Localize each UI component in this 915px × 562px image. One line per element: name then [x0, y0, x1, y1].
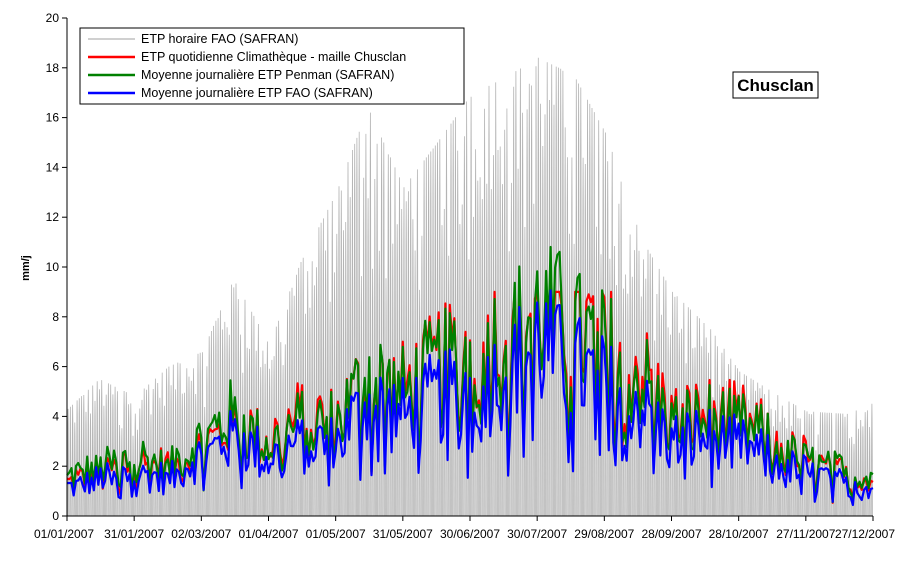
x-tick-label: 27/12/2007 — [835, 527, 895, 541]
x-tick-label: 02/03/2007 — [171, 527, 231, 541]
y-tick-label: 8 — [52, 310, 59, 324]
x-tick-label: 01/01/2007 — [34, 527, 94, 541]
y-tick-label: 16 — [46, 111, 60, 125]
site-annotation-frame — [732, 71, 819, 99]
y-tick-label: 4 — [52, 409, 59, 423]
y-tick-label: 2 — [52, 459, 59, 473]
series-line-fao — [66, 289, 874, 507]
x-tick-label: 01/05/2007 — [306, 527, 366, 541]
site-label: Chusclan — [737, 76, 814, 95]
x-tick-label: 31/05/2007 — [373, 527, 433, 541]
legend-frame — [79, 27, 465, 105]
x-tick-label: 01/04/2007 — [238, 527, 298, 541]
y-tick-label: 10 — [46, 260, 60, 274]
series-line-penman — [66, 245, 874, 504]
plot-area — [66, 57, 874, 517]
x-tick-label: 28/10/2007 — [709, 527, 769, 541]
site-annotation: Chusclan — [732, 71, 819, 99]
y-tick-label: 12 — [46, 210, 60, 224]
x-tick-label: 31/01/2007 — [104, 527, 164, 541]
legend: ETP horaire FAO (SAFRAN) ETP quotidienne… — [79, 27, 465, 105]
y-tick-label: 18 — [46, 61, 60, 75]
y-axis-label: mm/j — [20, 255, 32, 281]
y-tick-label: 6 — [52, 360, 59, 374]
x-tick-label: 27/11/2007 — [776, 527, 835, 541]
legend-label-penman: Moyenne journalière ETP Penman (SAFRAN) — [141, 68, 394, 82]
legend-label-fao: Moyenne journalière ETP FAO (SAFRAN) — [141, 86, 373, 100]
y-tick-label: 0 — [52, 509, 59, 523]
x-tick-label: 30/07/2007 — [507, 527, 567, 541]
y-tick-label: 20 — [46, 11, 60, 25]
x-tick-label: 28/09/2007 — [641, 527, 701, 541]
legend-label-hourly: ETP horaire FAO (SAFRAN) — [141, 32, 298, 46]
x-tick-label: 30/06/2007 — [440, 527, 500, 541]
legend-label-climatheque: ETP quotidienne Climathèque - maille Chu… — [141, 50, 406, 64]
y-tick-label: 14 — [46, 160, 60, 174]
x-tick-label: 29/08/2007 — [574, 527, 634, 541]
axes: 0 2 4 6 8 10 12 14 16 18 20 01/01/2007 31/01/2007 02/… — [34, 11, 895, 541]
